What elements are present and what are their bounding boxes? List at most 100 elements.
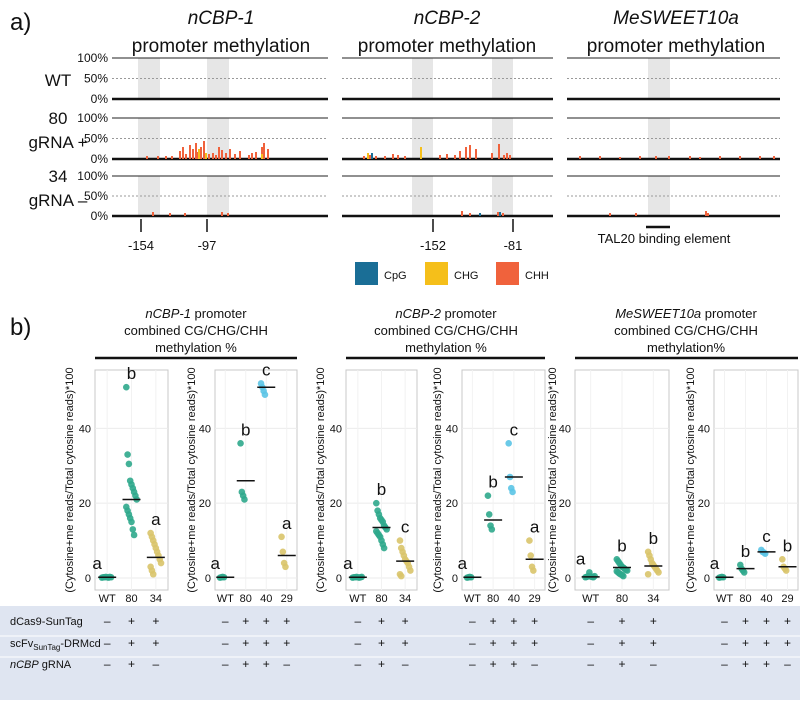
- y-tick-label: 0: [336, 573, 342, 585]
- y-tick-label: 20: [199, 498, 211, 510]
- row-label: gRNA +: [28, 133, 87, 152]
- y-tick-label: 20: [446, 498, 458, 510]
- panel-a: a) nCBP-1 promoter methylation nCBP-2 promo…: [10, 8, 780, 285]
- footer-cell: +: [763, 657, 770, 671]
- footer-cell: +: [763, 614, 770, 628]
- y-axis-label: (Cytosine+me reads/Total cytosine reads)…: [432, 367, 444, 592]
- footer-cell: +: [263, 657, 270, 671]
- y-axis-label: (Cytosine+me reads/Total cytosine reads)…: [315, 367, 327, 592]
- y-axis-label: (Cytosine+me reads/Total cytosine reads)…: [685, 367, 697, 592]
- significance-letter: b: [377, 480, 386, 499]
- data-point: [396, 537, 404, 544]
- position-label: -97: [198, 238, 217, 253]
- data-point: [125, 460, 133, 468]
- group-title: nCBP-1 promoter: [145, 306, 247, 321]
- significance-letter: b: [741, 542, 750, 561]
- group-title-line2: combined CG/CHG/CHH: [614, 323, 758, 338]
- y-tick-label: 40: [446, 423, 458, 435]
- data-point: [644, 570, 652, 578]
- footer-cell: +: [242, 614, 249, 628]
- significance-letter: c: [762, 527, 771, 546]
- footer-cell: +: [618, 636, 625, 650]
- footer-cell: –: [354, 614, 361, 628]
- y-tick-label: 50%: [84, 189, 108, 203]
- x-tick-label: WT: [217, 593, 234, 605]
- legend-label: CHG: [454, 270, 478, 282]
- footer-cell: –: [587, 657, 594, 671]
- data-point: [157, 559, 165, 567]
- footer-cell: –: [650, 657, 657, 671]
- y-axis-label: (Cytosine+me reads/Total cytosine reads)…: [186, 367, 198, 592]
- footer-cell: –: [469, 614, 476, 628]
- footer-cell: –: [587, 636, 594, 650]
- footer-cell: +: [784, 636, 791, 650]
- legend-label: CHH: [525, 270, 549, 282]
- data-point: [124, 451, 131, 458]
- y-tick-label: 20: [330, 498, 342, 510]
- significance-letter: c: [401, 518, 410, 537]
- data-point: [237, 440, 244, 447]
- data-point: [130, 531, 138, 539]
- y-axis-label: (Cytosine+me reads/Total cytosine reads)…: [547, 367, 559, 592]
- panel-b-label: b): [10, 314, 31, 341]
- y-tick-label: 40: [698, 423, 710, 435]
- footer-cell: +: [378, 657, 385, 671]
- footer-cell: –: [721, 636, 728, 650]
- data-point: [527, 552, 535, 559]
- significance-letter: a: [576, 549, 586, 568]
- group-title-line3: methylation %: [405, 340, 487, 355]
- significance-letter: b: [649, 529, 658, 548]
- footer-cell: +: [128, 657, 135, 671]
- position-label: -154: [128, 238, 154, 253]
- significance-letter: c: [510, 420, 519, 439]
- footer-cell: –: [354, 657, 361, 671]
- y-tick-label: 100%: [77, 51, 108, 65]
- significance-letter: b: [127, 364, 136, 383]
- significance-letter: a: [458, 554, 468, 573]
- x-tick-label: 80: [616, 593, 628, 605]
- x-tick-label: 80: [125, 593, 137, 605]
- significance-letter: b: [488, 473, 497, 492]
- x-tick-label: WT: [464, 593, 481, 605]
- row-label: gRNA –: [29, 191, 88, 210]
- col-title-sub: promoter methylation: [132, 36, 310, 57]
- legend-swatch: [355, 262, 378, 285]
- x-tick-label: 40: [508, 593, 520, 605]
- footer-row-label: scFvSunTag-DRMcd: [10, 638, 101, 652]
- data-point: [509, 488, 516, 496]
- y-tick-label: 50%: [84, 132, 108, 146]
- footer-cell: +: [152, 636, 159, 650]
- y-tick-label: 0: [85, 573, 91, 585]
- significance-letter: b: [241, 420, 250, 439]
- x-tick-label: 34: [150, 593, 162, 605]
- footer-cell: +: [402, 614, 409, 628]
- footer-cell: –: [784, 657, 791, 671]
- y-tick-label: 0: [565, 573, 571, 585]
- data-point: [484, 492, 492, 500]
- x-tick-label: WT: [349, 593, 366, 605]
- data-point: [278, 533, 285, 541]
- y-tick-label: 0%: [91, 209, 109, 223]
- footer-cell: +: [742, 614, 749, 628]
- data-point: [526, 537, 533, 544]
- significance-letter: a: [282, 514, 292, 533]
- data-point: [620, 572, 627, 580]
- footer-cell: +: [784, 614, 791, 628]
- data-point: [380, 544, 388, 552]
- group-title-line3: methylation %: [155, 340, 237, 355]
- data-point: [655, 569, 662, 576]
- row-label: 80: [49, 109, 68, 128]
- col-title-sub: promoter methylation: [587, 36, 765, 57]
- x-tick-label: WT: [582, 593, 599, 605]
- significance-letter: b: [783, 536, 792, 555]
- footer-cell: +: [402, 636, 409, 650]
- legend-swatch: [425, 262, 448, 285]
- footer-cell: +: [152, 614, 159, 628]
- footer-cell: –: [469, 636, 476, 650]
- x-tick-label: 34: [647, 593, 659, 605]
- data-point: [407, 567, 414, 574]
- significance-letter: a: [92, 554, 102, 573]
- footer-cell: –: [721, 614, 728, 628]
- row-label: 34: [49, 167, 68, 186]
